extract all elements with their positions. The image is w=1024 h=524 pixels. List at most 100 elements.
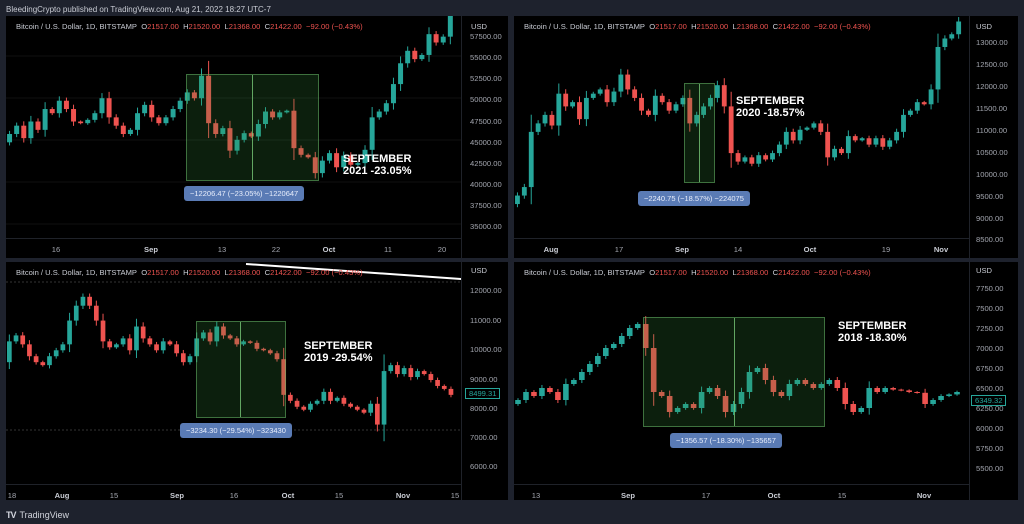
x-tick: Nov [395, 491, 411, 500]
x-tick: 13 [217, 245, 227, 254]
y-tick: 6250.00 [976, 404, 1004, 413]
annotation-text: SEPTEMBER 2018 -18.30% [838, 320, 907, 344]
currency-label: USD [976, 22, 993, 31]
y-tick: 52500.00 [470, 74, 502, 83]
y-tick: 10000.00 [470, 345, 502, 354]
x-tick: 14 [733, 245, 743, 254]
tradingview-logo-icon: TV [6, 510, 16, 520]
x-tick: 18 [7, 491, 17, 500]
y-tick: 11000.00 [470, 316, 502, 325]
y-tick: 13000.00 [976, 38, 1008, 47]
y-tick: 12000.00 [470, 286, 502, 295]
chart-panel-2019[interactable]: Bitcoin / U.S. Dollar, 1D, BITSTAMP O215… [6, 262, 508, 500]
x-tick: Oct [767, 491, 781, 500]
symbol-header: Bitcoin / U.S. Dollar, 1D, BITSTAMP O215… [524, 22, 871, 31]
annotation-text: SEPTEMBER 2021 -23.05% [343, 153, 412, 177]
x-tick: Oct [322, 245, 336, 254]
candlestick-series [515, 17, 962, 208]
x-tick: 15 [334, 491, 344, 500]
y-tick: 10500.00 [976, 148, 1008, 157]
measure-label: −2240.75 (−18.57%) −224075 [638, 191, 750, 206]
y-tick: 6000.00 [976, 424, 1004, 433]
x-tick: 13 [531, 491, 541, 500]
y-tick: 12000.00 [976, 82, 1008, 91]
time-axis[interactable]: 18 Aug 15 Sep 16 Oct 15 Nov 15 [6, 484, 461, 500]
y-tick: 7000.00 [470, 433, 498, 442]
annotation-text: SEPTEMBER 2019 -29.54% [304, 340, 373, 364]
x-tick: Aug [54, 491, 70, 500]
price-axis[interactable]: 57500.00 55000.00 52500.00 50000.00 4750… [461, 16, 508, 258]
x-tick: Oct [281, 491, 295, 500]
y-tick: 7000.00 [976, 344, 1004, 353]
x-tick: 17 [614, 245, 624, 254]
price-axis[interactable]: 13000.00 12500.00 12000.00 11500.00 1100… [969, 16, 1018, 258]
x-tick: Oct [803, 245, 817, 254]
y-tick: 45000.00 [470, 138, 502, 147]
y-tick: 12500.00 [976, 60, 1008, 69]
y-tick: 42500.00 [470, 159, 502, 168]
y-tick: 57500.00 [470, 32, 502, 41]
x-tick: 19 [881, 245, 891, 254]
y-tick: 5750.00 [976, 444, 1004, 453]
x-tick: 16 [229, 491, 239, 500]
measure-box[interactable] [186, 74, 319, 181]
x-tick: 16 [51, 245, 61, 254]
x-tick: 20 [437, 245, 447, 254]
x-tick: Nov [933, 245, 949, 254]
x-tick: Sep [675, 245, 689, 254]
measure-label: −12206.47 (−23.05%) −1220647 [184, 186, 305, 201]
price-axis[interactable]: 7750.00 7500.00 7250.00 7000.00 6750.00 … [969, 262, 1018, 500]
time-axis[interactable]: 16 Sep 13 22 Oct 11 20 [6, 238, 461, 258]
x-tick: 15 [837, 491, 847, 500]
y-tick: 7500.00 [976, 304, 1004, 313]
x-tick: 17 [701, 491, 711, 500]
time-axis[interactable]: Aug 17 Sep 14 Oct 19 Nov [514, 238, 969, 258]
last-price-label: 6349.32 [971, 395, 1007, 406]
chart-panel-2021[interactable]: Bitcoin / U.S. Dollar, 1D, BITSTAMP O215… [6, 16, 508, 258]
price-axis[interactable]: 12000.00 11000.00 10000.00 9000.00 8000.… [461, 262, 508, 500]
x-tick: 15 [450, 491, 460, 500]
currency-label: USD [471, 266, 488, 275]
y-tick: 9000.00 [470, 375, 498, 384]
x-tick: 15 [109, 491, 119, 500]
currency-label: USD [471, 22, 488, 31]
measure-label: −3234.30 (−29.54%) −323430 [180, 423, 292, 438]
candlestick-series [6, 16, 461, 225]
y-tick: 7750.00 [976, 284, 1004, 293]
y-tick: 6000.00 [470, 462, 498, 471]
measure-box[interactable] [643, 317, 825, 427]
y-tick: 11000.00 [976, 126, 1008, 135]
measure-box[interactable] [196, 321, 286, 418]
y-tick: 6750.00 [976, 364, 1004, 373]
y-tick: 55000.00 [470, 53, 502, 62]
annotation-text: SEPTEMBER 2020 -18.57% [736, 95, 805, 119]
last-price-label: 8499.31 [465, 388, 501, 399]
drawn-trendline [245, 263, 461, 280]
x-tick: 22 [271, 245, 281, 254]
x-tick: Sep [144, 245, 158, 254]
y-tick: 37500.00 [470, 201, 502, 210]
x-tick: 11 [384, 245, 392, 254]
x-tick: Sep [170, 491, 184, 500]
measure-box[interactable] [684, 83, 715, 183]
y-tick: 9000.00 [976, 214, 1004, 223]
y-tick: 40000.00 [470, 180, 502, 189]
chart-panel-2018[interactable]: Bitcoin / U.S. Dollar, 1D, BITSTAMP O215… [514, 262, 1018, 500]
chart-panel-2020[interactable]: Bitcoin / U.S. Dollar, 1D, BITSTAMP O215… [514, 16, 1018, 258]
y-tick: 10000.00 [976, 170, 1008, 179]
tradingview-label: TradingView [19, 510, 70, 520]
publisher-line: BleedingCrypto published on TradingView.… [6, 5, 271, 14]
y-tick: 50000.00 [470, 95, 502, 104]
tradingview-footer[interactable]: TV TradingView [6, 510, 69, 520]
y-tick: 8000.00 [470, 404, 498, 413]
y-tick: 9500.00 [976, 192, 1004, 201]
symbol-header: Bitcoin / U.S. Dollar, 1D, BITSTAMP O215… [524, 268, 871, 277]
symbol-header: Bitcoin / U.S. Dollar, 1D, BITSTAMP O215… [16, 22, 363, 31]
time-axis[interactable]: 13 Sep 17 Oct 15 Nov [514, 484, 969, 500]
currency-label: USD [976, 266, 993, 275]
candlestick-series [515, 316, 960, 418]
measure-label: −1356.57 (−18.30%) −135657 [670, 433, 782, 448]
y-tick: 7250.00 [976, 324, 1004, 333]
y-tick: 47500.00 [470, 117, 502, 126]
x-tick: Nov [916, 491, 932, 500]
